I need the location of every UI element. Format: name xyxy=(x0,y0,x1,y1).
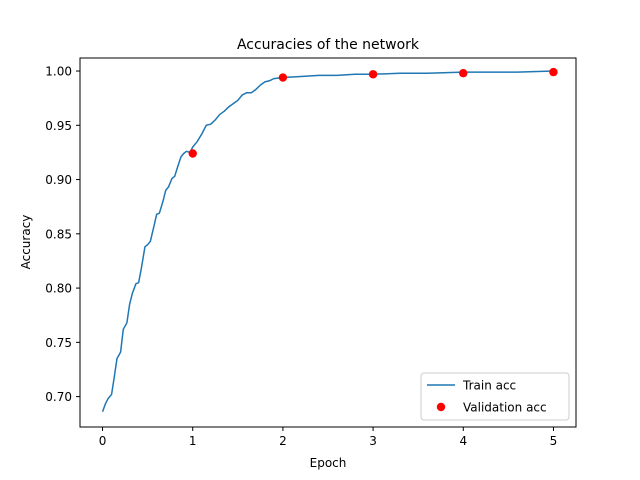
y-tick-label: 0.70 xyxy=(45,390,72,404)
x-tick-label: 2 xyxy=(279,434,287,448)
validation-acc-point xyxy=(459,68,468,78)
validation-acc-point xyxy=(368,70,378,79)
validation-acc-point xyxy=(549,67,558,77)
legend-box xyxy=(420,372,570,421)
axes-frame xyxy=(79,57,577,428)
y-tick-label: 0.75 xyxy=(45,336,72,350)
validation-acc-point xyxy=(278,73,288,82)
train-acc-line xyxy=(101,70,554,413)
y-tick-label: 0.80 xyxy=(45,282,72,296)
x-tick-label: 0 xyxy=(99,434,107,448)
x-tick-label: 1 xyxy=(189,434,197,448)
chart-title: Accuracies of the network xyxy=(237,37,420,53)
x-tick-label: 3 xyxy=(369,434,377,448)
y-axis: 0.70 0.75 0.80 0.85 0.90 0.95 1.00 xyxy=(45,65,80,404)
validation-series-layer xyxy=(188,67,558,158)
x-axis: 0 1 2 3 4 5 xyxy=(99,427,558,448)
y-tick-label: 0.90 xyxy=(45,173,72,187)
y-tick-label: 0.85 xyxy=(45,227,72,241)
legend-validation-marker xyxy=(436,402,446,412)
y-tick-label: 1.00 xyxy=(45,65,72,79)
x-tick-label: 5 xyxy=(550,434,558,448)
y-tick-label: 0.95 xyxy=(45,119,72,133)
x-tick-label: 4 xyxy=(459,434,467,448)
validation-acc-point xyxy=(188,149,197,158)
legend-train-label: Train acc xyxy=(462,379,516,393)
x-axis-label: Epoch xyxy=(310,456,347,470)
y-axis-label: Accuracy xyxy=(19,215,33,270)
legend-validation-label: Validation acc xyxy=(463,401,547,415)
train-series-layer xyxy=(101,70,554,413)
plot-area xyxy=(79,57,577,428)
legend: Train acc Validation acc xyxy=(420,372,570,421)
